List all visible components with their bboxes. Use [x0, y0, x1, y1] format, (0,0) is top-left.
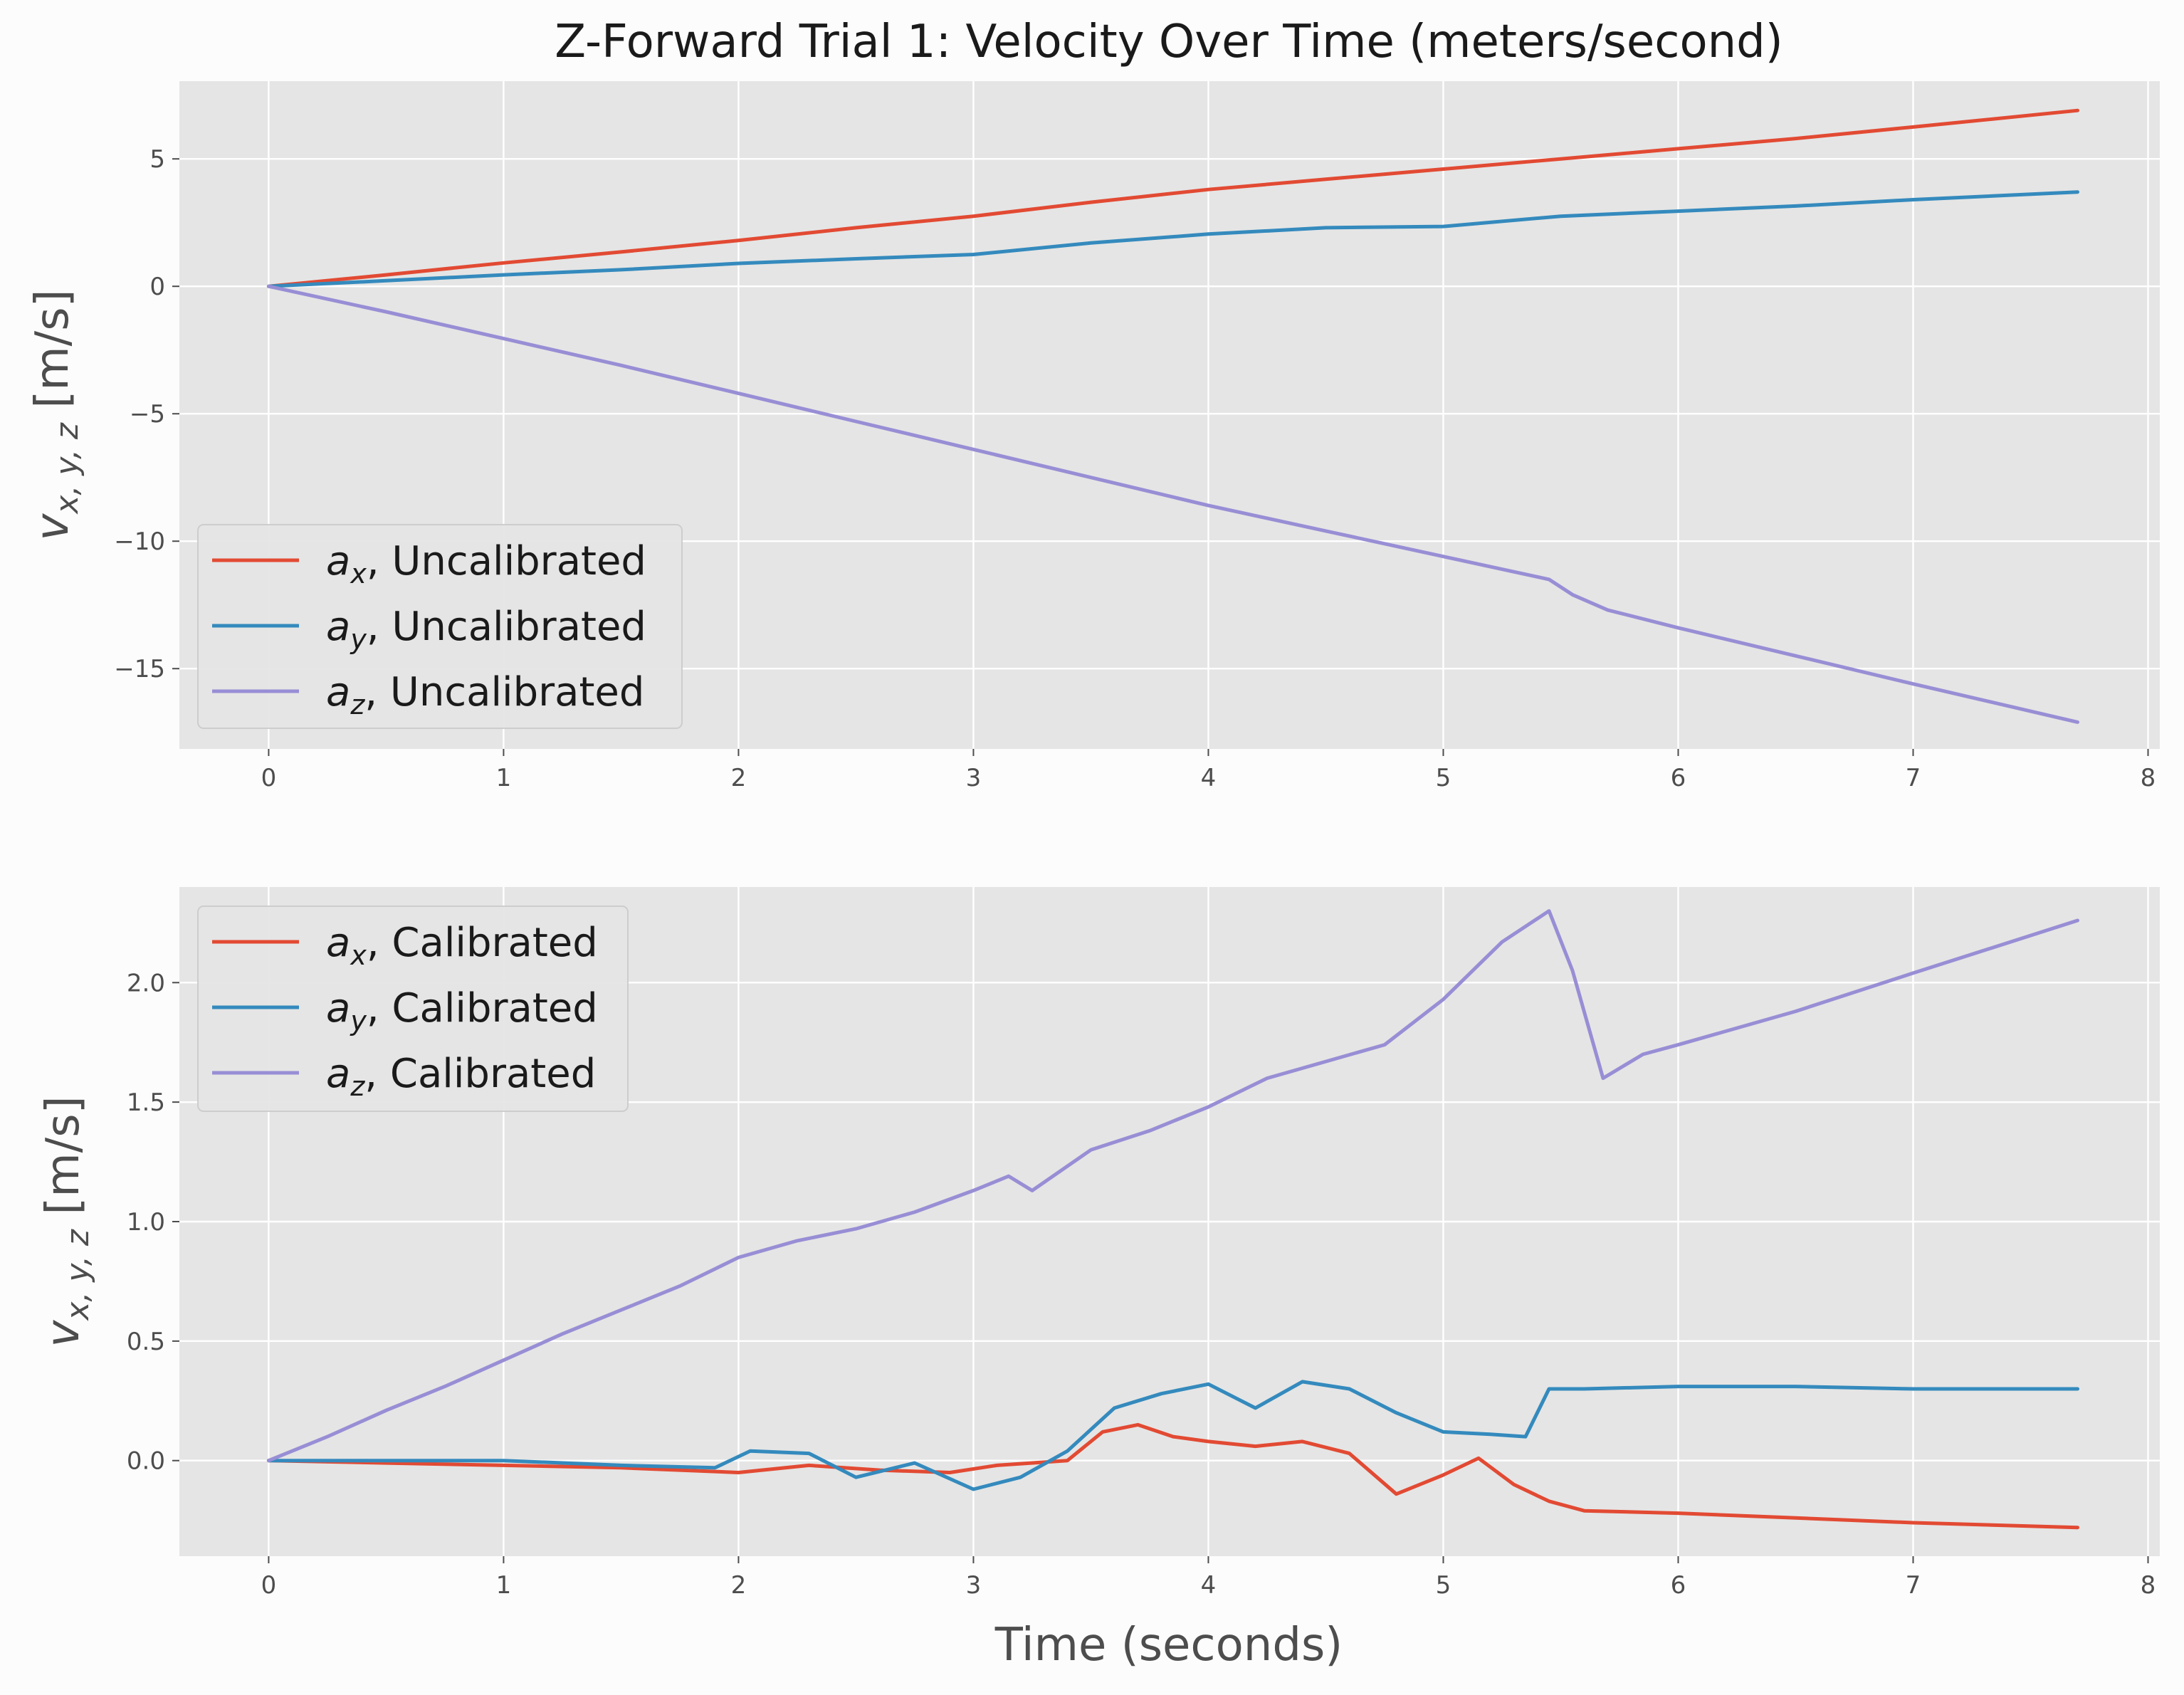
x-tick-label: 4 [1201, 764, 1217, 792]
x-axis-label: Time (seconds) [994, 1619, 1343, 1672]
series-line-ay [266, 190, 2079, 288]
x-tick-label: 2 [731, 764, 747, 792]
y-axis-label-subscript: x, y, z [49, 422, 85, 515]
x-tick-label: 0 [261, 1571, 277, 1600]
x-tick-label: 4 [1201, 1571, 1217, 1600]
plot-calibrated: 0 1 2 3 4 5 6 7 82.01.51.00.50.0vx, y, z [m/s]ax… [37, 887, 2160, 1600]
legend-entry-label: ay, Uncalibrated [326, 604, 646, 655]
y-tick-label: 5 [149, 145, 165, 174]
legend-entry-label: az, Calibrated [326, 1051, 596, 1102]
legend-label-text: , Calibrated [367, 985, 598, 1032]
series-line-ay [266, 1380, 2079, 1491]
legend-entry-label: az, Uncalibrated [326, 669, 644, 720]
y-axis-label-main: v [26, 513, 79, 541]
x-tick-label: 6 [1671, 764, 1686, 792]
legend-symbol: a [326, 604, 350, 650]
legend-label-text: , Uncalibrated [364, 669, 644, 715]
legend-subscript: x [350, 940, 367, 971]
legend-subscript: y [350, 1005, 367, 1037]
series-line-ax [266, 108, 2079, 288]
y-tick-label: 2.0 [127, 969, 165, 997]
legend-symbol: a [326, 669, 350, 715]
legend-symbol: a [326, 985, 350, 1032]
legend-entry-label: ax, Calibrated [326, 920, 598, 971]
y-tick-label: −10 [114, 528, 165, 556]
y-tick-label: 0 [149, 273, 165, 301]
legend-label-text: , Uncalibrated [367, 604, 646, 650]
legend-symbol: a [326, 920, 350, 966]
y-tick-label: 1.0 [127, 1208, 165, 1237]
legend-subscript: z [350, 1071, 365, 1102]
x-tick-label: 6 [1671, 1571, 1686, 1600]
x-tick-label: 7 [1906, 764, 1921, 792]
series-line-az [266, 284, 2079, 724]
chart-title: Z-Forward Trial 1: Velocity Over Time (m… [555, 16, 1783, 68]
legend-box [197, 524, 683, 729]
y-axis-label-main: v [37, 1320, 90, 1348]
x-tick-label: 5 [1436, 1571, 1451, 1600]
legend-box [197, 906, 629, 1112]
x-tick-label: 5 [1436, 764, 1451, 792]
y-axis-label-unit: [m/s] [26, 289, 79, 423]
legend-label-text: , Calibrated [367, 920, 598, 966]
x-tick-label: 7 [1906, 1571, 1921, 1600]
legend-symbol: a [326, 1051, 350, 1097]
y-tick-label: 0.5 [127, 1328, 165, 1356]
y-tick-label: 0.0 [127, 1447, 165, 1476]
legend-entry-label: ay, Calibrated [326, 985, 598, 1037]
y-axis-label-unit: [m/s] [37, 1096, 90, 1229]
legend-subscript: z [350, 689, 365, 720]
legend-subscript: y [350, 624, 367, 655]
y-tick-label: −5 [130, 400, 165, 429]
legend-symbol: a [326, 538, 350, 584]
x-tick-label: 3 [966, 764, 982, 792]
series-line-az [266, 909, 2079, 1463]
x-tick-label: 0 [261, 764, 277, 792]
legend-entry-label: ax, Uncalibrated [326, 538, 646, 589]
x-tick-label: 8 [2141, 1571, 2156, 1600]
y-axis-label: vx, y, z [m/s] [26, 289, 85, 540]
legend-subscript: x [350, 558, 367, 589]
y-tick-label: −15 [114, 655, 165, 683]
x-tick-label: 1 [496, 1571, 512, 1600]
x-tick-label: 8 [2141, 764, 2156, 792]
x-tick-label: 2 [731, 1571, 747, 1600]
y-axis-label: vx, y, z [m/s] [37, 1096, 96, 1347]
y-tick-label: 1.5 [127, 1088, 165, 1117]
legend-label-text: , Uncalibrated [367, 538, 646, 584]
legend-label-text: , Calibrated [364, 1051, 596, 1097]
series-line-ax [266, 1422, 2079, 1530]
x-tick-label: 3 [966, 1571, 982, 1600]
x-tick-label: 1 [496, 764, 512, 792]
y-axis-label-subscript: x, y, z [60, 1229, 96, 1322]
